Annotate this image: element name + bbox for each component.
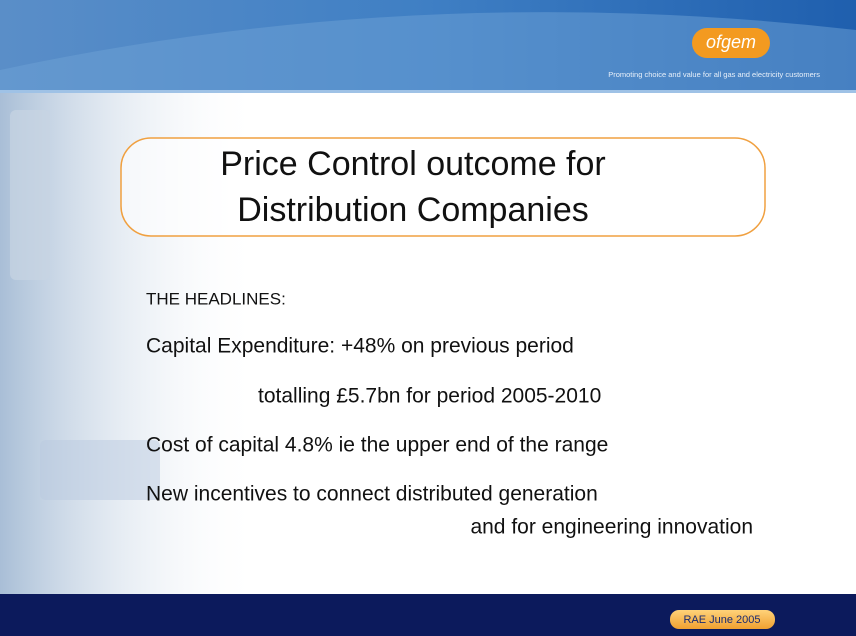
- header-edge: [0, 90, 856, 93]
- body-line: totalling £5.7bn for period 2005-2010: [258, 385, 601, 408]
- body-line: and for engineering innovation: [470, 516, 753, 539]
- title-line: Price Control outcome for: [220, 145, 606, 183]
- title-line: Distribution Companies: [237, 191, 589, 229]
- side-decoration: [10, 110, 50, 280]
- footer-label: RAE June 2005: [683, 614, 760, 626]
- body-line: Capital Expenditure: +48% on previous pe…: [146, 335, 574, 358]
- headline-label: THE HEADLINES:: [146, 289, 286, 308]
- side-decoration: [40, 440, 160, 500]
- slide: ofgem Promoting choice and value for all…: [0, 0, 856, 636]
- body-line: New incentives to connect distributed ge…: [146, 483, 598, 506]
- tagline: Promoting choice and value for all gas a…: [608, 70, 820, 79]
- logo: ofgem: [706, 32, 756, 52]
- body-line: Cost of capital 4.8% ie the upper end of…: [146, 434, 608, 457]
